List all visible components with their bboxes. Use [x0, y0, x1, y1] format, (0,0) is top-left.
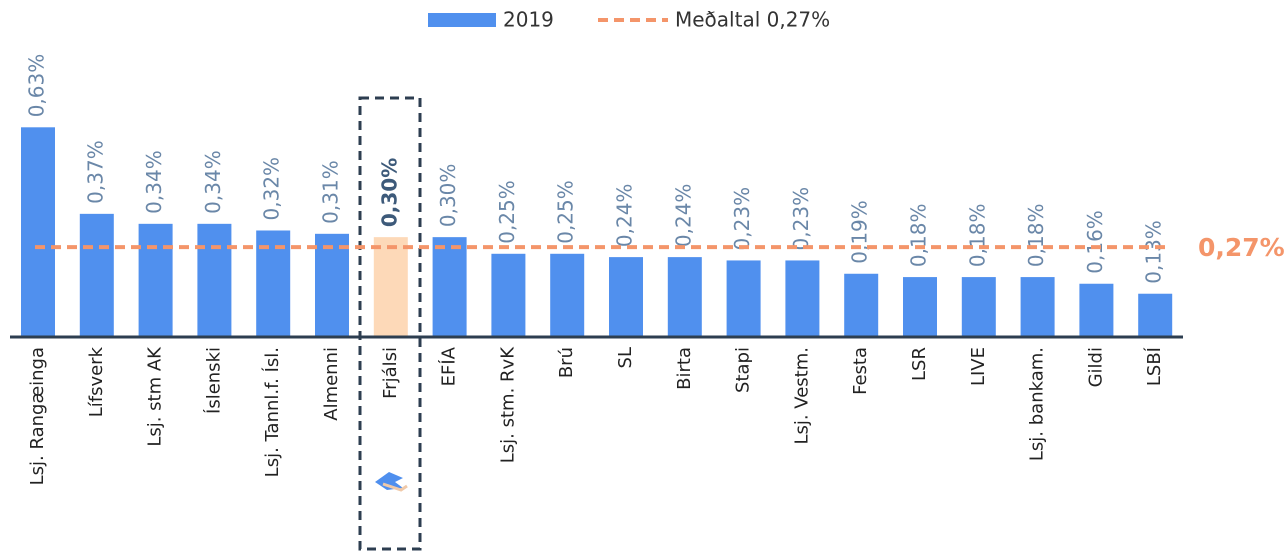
x-tick-label: Lsj. bankam. [1027, 347, 1048, 461]
value-label: 0,18% [907, 204, 931, 268]
x-tick-label: Stapi [733, 347, 754, 393]
bar [138, 223, 173, 337]
bar [491, 253, 526, 337]
x-tick-label: Lsj. stm AK [145, 346, 166, 447]
value-label: 0,18% [1024, 204, 1048, 268]
legend-swatch [428, 13, 496, 27]
bar [79, 213, 114, 337]
bar [197, 223, 232, 337]
value-label: 0,16% [1083, 210, 1107, 274]
value-label: 0,32% [260, 157, 284, 221]
x-tick-label: Íslenski [202, 347, 224, 414]
bar [1079, 283, 1114, 337]
bar [1020, 277, 1055, 337]
value-label: 0,30% [377, 158, 401, 227]
value-label: 0,63% [25, 54, 49, 118]
value-label: 0,34% [142, 150, 166, 214]
x-tick-label: Festa [850, 347, 871, 395]
bar [373, 237, 408, 337]
x-tick-label: Lífsverk [86, 346, 107, 417]
x-tick-label: Lsj. Tannl.f. Ísl. [261, 347, 283, 477]
bar [667, 257, 702, 337]
x-tick-label: EFÍA [438, 346, 460, 386]
highlight-box [358, 96, 422, 551]
x-tick-label: SL [615, 347, 636, 368]
value-label: 0,34% [201, 150, 225, 214]
x-tick-label: Brú [556, 347, 577, 378]
x-tick-label: Almenni [321, 347, 342, 421]
value-label: 0,18% [965, 204, 989, 268]
bar [903, 277, 937, 337]
bar [961, 277, 996, 337]
bar [315, 233, 349, 337]
value-label: 0,13% [1142, 220, 1166, 284]
value-label: 0,24% [613, 184, 637, 248]
value-label: 0,24% [671, 184, 695, 248]
bar [785, 260, 820, 337]
x-tick-label: Lsj. Vestm. [791, 347, 812, 445]
legend-label: Meðaltal 0,27% [675, 8, 830, 32]
bar [550, 253, 585, 337]
bar [844, 273, 879, 337]
legend-label: 2019 [503, 8, 554, 32]
bar [726, 260, 761, 337]
x-tick-label: Lsj. Rangæinga [27, 347, 48, 485]
icon [375, 472, 408, 492]
value-label: 0,23% [789, 187, 813, 251]
value-label: 0,19% [848, 200, 872, 264]
value-label: 0,25% [495, 180, 519, 244]
x-tick-label: LSBÍ [1143, 347, 1165, 386]
bar [609, 257, 643, 337]
x-tick-label: Lsj. stm. RvK [497, 346, 518, 463]
value-label: 0,31% [319, 160, 343, 224]
x-tick-label: LSR [909, 347, 930, 381]
bar [1138, 293, 1173, 337]
bar [432, 237, 467, 337]
value-label: 0,25% [554, 180, 578, 244]
x-tick-label: LIVE [968, 347, 989, 386]
value-label: 0,30% [436, 164, 460, 228]
value-label: 0,23% [730, 187, 754, 251]
x-tick-label: Gildi [1085, 347, 1106, 387]
bar [21, 127, 55, 337]
average-label: 0,27% [1198, 233, 1285, 262]
x-tick-label: Frjálsi [380, 347, 401, 399]
value-label: 0,37% [83, 140, 107, 204]
x-tick-label: Birta [674, 347, 695, 390]
